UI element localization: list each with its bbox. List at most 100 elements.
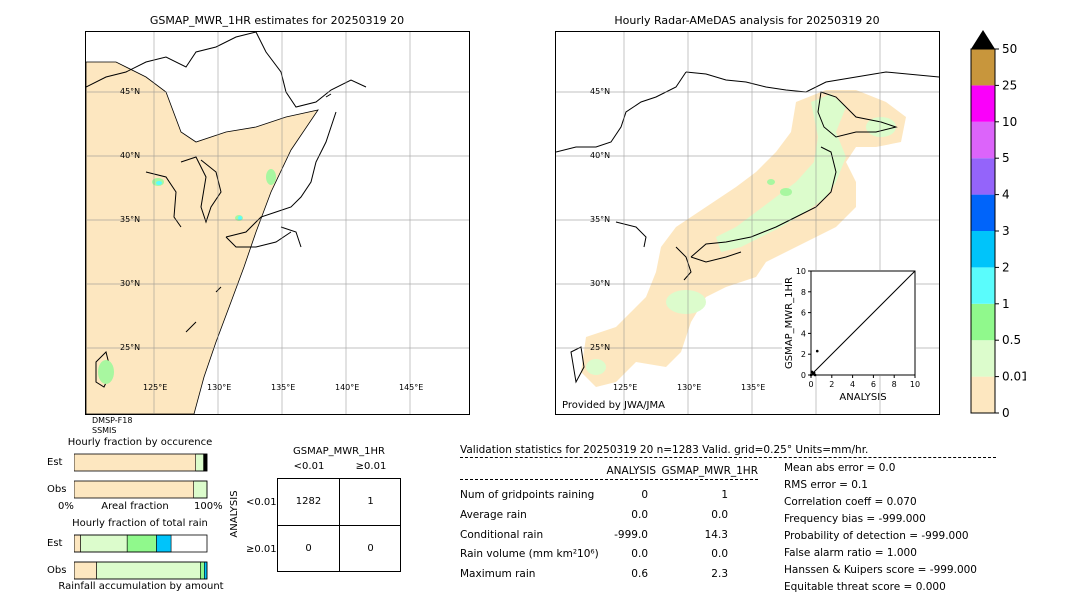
- score-line: Mean abs error = 0.0: [784, 462, 896, 474]
- scatter-ytick-label: 8: [801, 288, 806, 297]
- fraction-bar-segment: [200, 561, 205, 580]
- scatter-xtick-label: 2: [829, 380, 834, 389]
- score-line: Probability of detection = -999.000: [784, 530, 969, 542]
- left-lon-label: 130°E: [207, 383, 231, 392]
- stat-label: Conditional rain: [460, 529, 544, 541]
- scatter-point: [815, 349, 819, 353]
- scatter-ytick-label: 6: [801, 309, 806, 318]
- stat-gsmap: 2.3: [711, 568, 728, 580]
- scatter-xtick-label: 10: [910, 380, 920, 389]
- stat-gsmap: 0.0: [711, 548, 728, 560]
- col-gsmap-header: GSMAP_MWR_1HR: [661, 465, 758, 477]
- fraction-bar-segment: [74, 561, 97, 580]
- validation-divider: [460, 457, 996, 458]
- colorbar-tick-label: 0.01: [1002, 370, 1026, 384]
- colorbar-segment: [971, 158, 995, 195]
- left-lat-label: 25°N: [120, 343, 140, 352]
- stat-gsmap: 14.3: [704, 529, 728, 541]
- colorbar-tick-label: 2: [1002, 260, 1010, 274]
- colorbar-segment: [971, 231, 995, 268]
- contingency-row-header: <0.01: [246, 497, 277, 508]
- occ-label-est: Est: [47, 457, 63, 468]
- scatter-point: [813, 373, 817, 377]
- stat-label: Average rain: [460, 509, 527, 521]
- colorbar-tick-label: 1: [1002, 297, 1010, 311]
- colorbar-segment: [971, 194, 995, 231]
- scatter-xtick-label: 6: [871, 380, 876, 389]
- scatter-xtick-label: 0: [808, 380, 813, 389]
- scatter-ytick-label: 0: [801, 371, 806, 380]
- left-lon-label: 125°E: [143, 383, 167, 392]
- scatter-ytick-label: 2: [801, 350, 806, 359]
- contingency-cell: 0: [305, 543, 312, 554]
- left-lat-label: 30°N: [120, 279, 140, 288]
- fraction-bar-segment: [195, 453, 204, 472]
- fraction-bar-outline: [74, 480, 208, 499]
- col-analysis-header: ANALYSIS: [606, 465, 656, 477]
- fraction-bar-segment: [96, 561, 201, 580]
- score-line: Equitable threat score = 0.000: [784, 581, 946, 593]
- scatter-ytick-label: 10: [796, 267, 806, 276]
- score-line: RMS error = 0.1: [784, 479, 868, 491]
- stat-label: Num of gridpoints raining: [460, 489, 595, 501]
- occ-x-right: 100%: [194, 501, 223, 512]
- colorbar-segment: [971, 267, 995, 304]
- stat-analysis: 0.0: [631, 548, 648, 560]
- right-map-svg: 45°N 40°N 35°N 30°N 25°N 125°E 130°E 135…: [556, 32, 939, 414]
- stat-gsmap: 0.0: [711, 509, 728, 521]
- sensor-label: SSMIS: [92, 426, 117, 435]
- score-line: Frequency bias = -999.000: [784, 513, 926, 525]
- colorbar-segment: [971, 121, 995, 159]
- map-credit: Provided by JWA/JMA: [562, 400, 665, 411]
- right-lat-label: 30°N: [590, 279, 610, 288]
- score-line: Hanssen & Kuipers score = -999.000: [784, 564, 977, 576]
- left-map-panel: 45°N 40°N 35°N 30°N 25°N 125°E 130°E 135…: [85, 31, 470, 415]
- right-lon-label: 130°E: [677, 383, 701, 392]
- left-lat-label: 40°N: [120, 151, 140, 160]
- fraction-bar-outline: [74, 453, 208, 472]
- contingency-row-header: ≥0.01: [246, 544, 277, 555]
- fraction-bar-outline: [74, 561, 208, 580]
- stat-label: Maximum rain: [460, 568, 536, 580]
- scatter-ytick-label: 4: [801, 329, 806, 338]
- left-map-svg: 45°N 40°N 35°N 30°N 25°N 125°E 130°E 135…: [86, 32, 469, 414]
- right-lon-label: 125°E: [613, 383, 637, 392]
- totalrain-bars: [74, 534, 208, 580]
- occ-x-left: 0%: [58, 501, 74, 512]
- colorbar-tick-label: 4: [1002, 188, 1010, 202]
- validation-col-divider: [460, 479, 758, 480]
- stat-analysis: 0: [641, 489, 648, 501]
- right-map-title: Hourly Radar-AMeDAS analysis for 2025031…: [614, 14, 880, 27]
- satellite-label: DMSP-F18: [92, 416, 133, 425]
- fraction-bar-segment: [74, 481, 194, 498]
- scatter-diagonal: [810, 270, 916, 376]
- fraction-bar-segment: [74, 454, 196, 471]
- contingency-cell: 1: [367, 496, 374, 507]
- colorbar-tick-label: 0.5: [1002, 333, 1021, 347]
- score-line: Correlation coeff = 0.070: [784, 496, 917, 508]
- colorbar-segment: [971, 303, 995, 341]
- contingency-row-axis: ANALYSIS: [229, 490, 240, 538]
- contingency-cell: 0: [367, 543, 374, 554]
- scatter-xlabel: ANALYSIS: [839, 392, 886, 403]
- colorbar-tick-label: 5: [1002, 151, 1010, 165]
- stat-analysis: -999.0: [614, 529, 648, 541]
- colorbar-segment: [971, 376, 995, 413]
- occurence-title: Hourly fraction by occurence: [67, 437, 213, 448]
- fraction-bar-segment: [80, 534, 128, 553]
- scatter-plot: 0 2 4 6 8 10 0 2 4 6 8 10 ANALYSIS GSMAP_MWR_1HR: [784, 267, 920, 403]
- occ-label-obs: Obs: [47, 484, 67, 495]
- left-map-title: GSMAP_MWR_1HR estimates for 20250319 20: [149, 14, 405, 27]
- left-lon-label: 145°E: [399, 383, 423, 392]
- validation-header: Validation statistics for 20250319 20 n=…: [460, 444, 869, 456]
- colorbar-tick-label: 3: [1002, 224, 1010, 238]
- scatter-xtick-label: 8: [892, 380, 897, 389]
- stat-gsmap: 1: [721, 489, 728, 501]
- rain-label-est: Est: [47, 538, 63, 549]
- fraction-bar-segment: [156, 534, 172, 553]
- colorbar-segment: [971, 85, 995, 122]
- colorbar: 0 0.01 0.5 1 2 3 4 5 10 25 50: [970, 30, 1026, 418]
- colorbar-segment: [971, 340, 995, 377]
- scatter-point: [810, 370, 814, 374]
- scatter-point: [809, 373, 813, 377]
